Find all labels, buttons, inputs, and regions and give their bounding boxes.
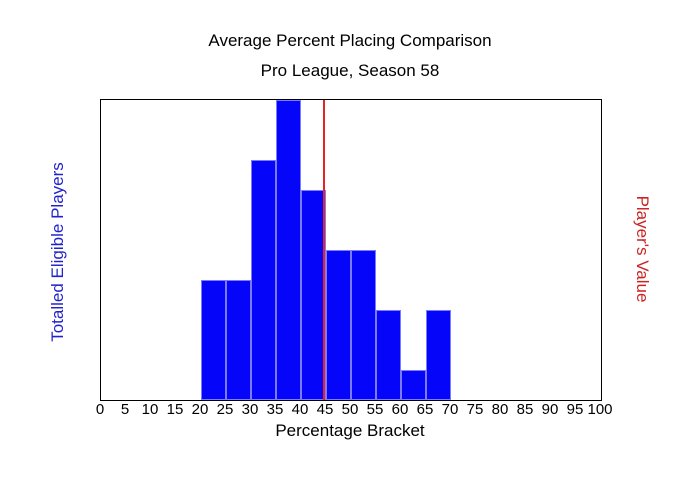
- x-tick-label: 5: [120, 401, 130, 418]
- x-tick-label: 55: [366, 401, 384, 418]
- x-tick-label: 60: [391, 401, 409, 418]
- histogram-bar: [401, 370, 426, 400]
- plot-area: [100, 99, 602, 401]
- x-tick-label: 40: [291, 401, 309, 418]
- histogram-bar: [326, 250, 351, 400]
- x-tick-label: 45: [316, 401, 334, 418]
- y-axis-label-left: Totalled Eligible Players: [48, 162, 67, 342]
- x-tick-label: 80: [491, 401, 509, 418]
- x-tick-label: 100: [587, 401, 613, 418]
- marker-line: [323, 100, 325, 400]
- x-axis-label: Percentage Bracket: [275, 421, 425, 440]
- x-tick-label: 85: [516, 401, 534, 418]
- x-tick-label: 70: [441, 401, 459, 418]
- histogram-bar: [201, 280, 226, 400]
- histogram-bar: [376, 310, 401, 400]
- x-tick-label: 95: [566, 401, 584, 418]
- x-tick-label: 25: [216, 401, 234, 418]
- histogram-bar: [226, 280, 251, 400]
- histogram-bar: [251, 160, 276, 400]
- chart-subtitle: Pro League, Season 58: [260, 61, 440, 80]
- x-tick-label: 20: [191, 401, 209, 418]
- x-tick-label: 30: [241, 401, 259, 418]
- histogram-bar: [276, 100, 301, 400]
- histogram-bar: [351, 250, 376, 400]
- x-tick-label: 15: [166, 401, 184, 418]
- y-axis-label-right: Player's Value: [633, 195, 652, 303]
- x-tick-label: 65: [416, 401, 434, 418]
- chart-title: Average Percent Placing Comparison: [208, 31, 492, 50]
- histogram-bar: [426, 310, 451, 400]
- x-tick-label: 0: [95, 401, 105, 418]
- x-tick-label: 75: [466, 401, 484, 418]
- x-tick-label: 90: [541, 401, 559, 418]
- x-tick-label: 50: [341, 401, 359, 418]
- x-tick-label: 35: [266, 401, 284, 418]
- histogram-bar: [301, 190, 326, 400]
- x-tick-label: 10: [141, 401, 159, 418]
